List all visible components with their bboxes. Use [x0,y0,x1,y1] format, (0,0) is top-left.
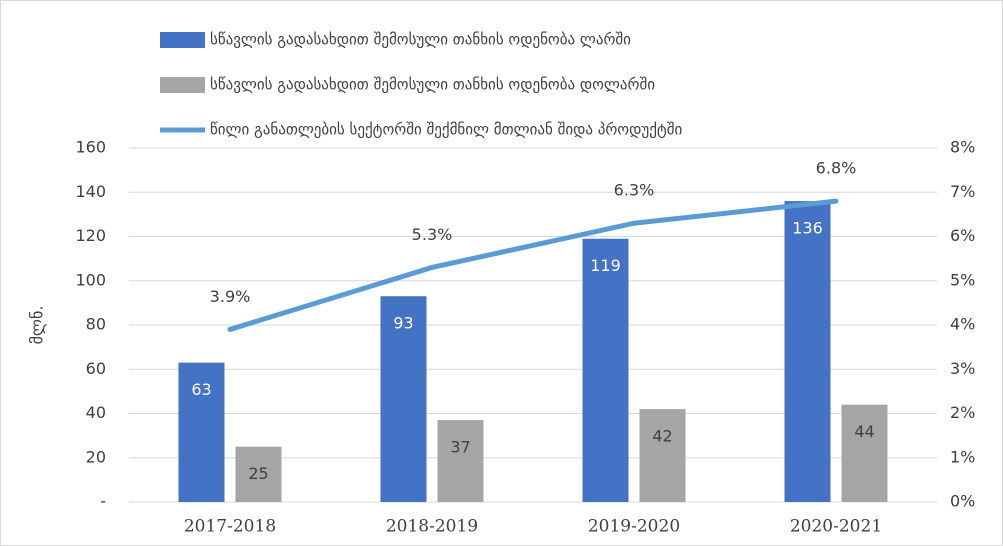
y2-tick-label: 2% [950,403,975,422]
data-label: 119 [590,256,621,275]
y2-tick-label: 7% [950,182,975,201]
legend-swatch [160,32,205,48]
y-axis-title: მლნ. [28,306,47,345]
y-tick-label: - [100,492,106,511]
bar [380,296,427,502]
y2-tick-label: 1% [950,447,975,466]
bar [841,404,888,502]
y2-tick-label: 4% [950,315,975,334]
y-tick-label: 160 [75,138,106,157]
data-label: 3.9% [210,287,251,306]
data-label: 5.3% [412,225,453,244]
legend-label: სწავლის გადასახდით შემოსული თანხის ოდენო… [210,31,631,49]
data-label: 136 [792,219,823,238]
y2-tick-label: 0% [950,492,975,511]
y-tick-label: 40 [86,403,106,422]
y-tick-label: 80 [86,315,106,334]
data-label: 93 [393,314,413,333]
bar [639,409,686,502]
x-tick-label: 2019-2020 [588,517,680,537]
x-tick-label: 2020-2021 [790,517,882,537]
data-label: 37 [450,438,470,457]
x-tick-label: 2018-2019 [386,517,478,537]
y-tick-label: 20 [86,447,106,466]
y2-tick-label: 6% [950,226,975,245]
y-tick-label: 100 [75,270,106,289]
bar [178,362,225,502]
data-label: 6.8% [816,159,857,178]
x-tick-label: 2017-2018 [184,517,276,537]
legend-swatch [160,77,205,93]
line [227,198,839,332]
bar [437,420,484,502]
legend-label: წილი განათლების სექტორში შექმნილ მთლიან … [210,121,682,139]
data-label: 42 [652,427,672,446]
bar [784,201,831,502]
data-label: 63 [191,380,211,399]
y2-tick-label: 8% [950,138,975,157]
data-label: 6.3% [614,181,655,200]
data-label: 44 [854,422,874,441]
y-tick-label: 140 [75,182,106,201]
bar [582,238,629,502]
y-tick-label: 60 [86,359,106,378]
y-tick-label: 120 [75,226,106,245]
y2-tick-label: 3% [950,359,975,378]
bar [235,446,282,502]
legend-label: სწავლის გადასახდით შემოსული თანხის ოდენო… [210,76,655,94]
y2-tick-label: 5% [950,270,975,289]
data-label: 25 [248,464,268,483]
